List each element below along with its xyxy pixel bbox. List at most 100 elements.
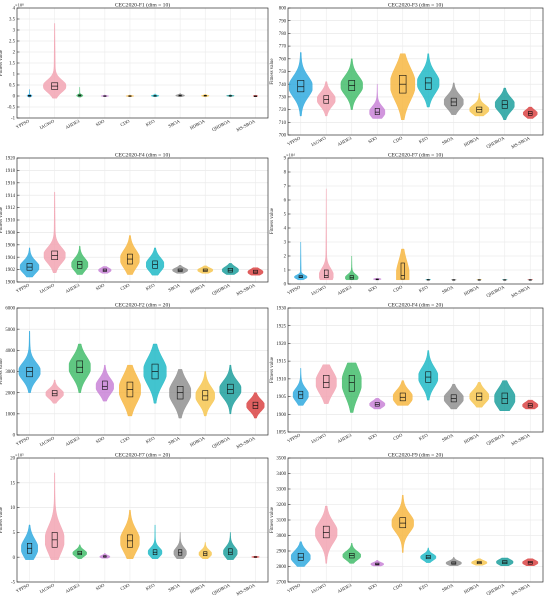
x-tick-label: SDO (367, 582, 378, 591)
violin-MS-SBOA (522, 399, 539, 410)
x-tick-label: MS-SBOA (236, 282, 257, 296)
iqr-box-SDO (374, 108, 380, 115)
x-tick-label: SDO (95, 118, 106, 127)
y-tick-label: 1900 (5, 281, 15, 286)
chart-title: CEC2020-F4 (dim = 10) (115, 151, 170, 158)
y-tick-label: 1902 (5, 268, 15, 273)
violin-HDBOA (195, 371, 215, 417)
y-tick-label: 760 (279, 57, 287, 62)
x-tick-label: YPPSO (286, 284, 302, 295)
x-tick-label: QHDBOA (486, 284, 506, 298)
y-tick-label: 5000 (5, 328, 15, 333)
y-tick-label: 2000 (5, 391, 15, 396)
iqr-box-AHDE3 (76, 360, 83, 373)
x-tick-label: MS-SBOA (236, 118, 257, 132)
x-tick-label: CDO (392, 135, 404, 144)
x-tick-label: AHDE3 (337, 582, 353, 594)
violin-MS-SBOA (523, 106, 538, 119)
axes-frame (16, 157, 269, 283)
iqr-box-HDBOA (202, 390, 209, 401)
x-tick-label: CDO (392, 432, 404, 441)
violin-YPPSO (21, 524, 38, 560)
y-tick-label: 700 (279, 134, 287, 139)
x-tick-label: AHDE3 (65, 582, 81, 594)
x-tick-label: SBOA (167, 118, 181, 128)
x-tick-label: QHDBOA (486, 582, 506, 596)
axes-frame (16, 7, 269, 119)
x-tick-label: YPPSO (15, 435, 31, 446)
axis-exponent-label: ×10⁵ (15, 452, 24, 457)
x-tick-label: KEO (418, 432, 429, 441)
y-tick-label: 800 (279, 7, 287, 12)
x-tick-label: HDBOA (463, 284, 480, 296)
iqr-box-IAGWO (323, 375, 330, 389)
x-tick-label: SDO (367, 432, 378, 441)
y-tick-label: 4 (13, 7, 16, 12)
iqr-box-YPPSO (297, 553, 304, 561)
x-tick-label: SBOA (167, 435, 181, 445)
violin-IAGWO (315, 364, 337, 404)
y-tick-label: -5 (11, 581, 16, 586)
violin-QHDBOA (494, 380, 516, 411)
chart-panel-7: -5 0 5 10 15 20 CEC2020-F7 (dim = 20) ×10⁵ Fitne… (0, 451, 269, 596)
x-tick-label: KEO (145, 582, 156, 591)
x-tick-label: IAGWO (310, 582, 327, 594)
violin-YPPSO (292, 368, 309, 406)
y-tick-label: 1900 (276, 413, 286, 418)
y-tick-label: 7 (284, 185, 287, 190)
x-tick-label: KEO (418, 135, 429, 144)
violin-YPPSO (294, 241, 308, 280)
y-tick-label: -0.5 (7, 106, 15, 111)
x-tick-label: SBOA (441, 582, 455, 592)
y-tick-label: 3100 (276, 519, 286, 524)
violin-CDO (120, 235, 140, 275)
iqr-box-CDO (399, 517, 407, 529)
y-tick-label: 0 (13, 556, 16, 561)
x-tick-label: QHDBOA (211, 582, 231, 596)
y-tick-label: 1905 (276, 395, 286, 400)
x-tick-label: MS-SBOA (510, 582, 531, 596)
iqr-box-CDO (400, 262, 405, 280)
violin-QHDBOA (223, 532, 238, 560)
iqr-box-IAGWO (51, 390, 58, 397)
violin-YPPSO (18, 331, 41, 393)
axis-exponent-label: ×10⁴ (286, 152, 295, 157)
y-tick-label: 720 (279, 108, 287, 113)
y-tick-label: 0 (284, 283, 287, 288)
iqr-box-QHDBOA (228, 548, 233, 556)
x-tick-label: SBOA (441, 135, 455, 145)
x-tick-label: SDO (95, 435, 106, 444)
y-tick-label: 20 (10, 457, 15, 462)
x-tick-label: QHDBOA (211, 118, 231, 132)
violin-CDO (396, 248, 410, 280)
x-tick-label: MS-SBOA (510, 284, 531, 298)
y-tick-label: 1 (13, 73, 16, 78)
x-tick-label: AHDE3 (65, 282, 81, 294)
violin-YPPSO (290, 541, 311, 567)
violin-AHDE3 (341, 362, 362, 413)
x-tick-label: QHDBOA (486, 432, 506, 446)
y-axis-label: Fitness value (0, 206, 4, 233)
y-axis-label: Fitness value (0, 506, 4, 533)
violin-QHDBOA (221, 263, 239, 275)
y-tick-label: 730 (279, 96, 287, 101)
y-tick-label: 6 (284, 199, 287, 204)
axes-frame (287, 7, 544, 136)
x-tick-label: YPPSO (15, 582, 31, 593)
violin-HDBOA (469, 382, 490, 408)
y-tick-label: 3000 (5, 370, 15, 375)
x-tick-label: KEO (145, 282, 156, 291)
iqr-box-SDO (102, 380, 108, 390)
y-tick-label: 3000 (276, 534, 286, 539)
chart-panel-6: 1895 1900 1905 1910 1915 1920 1925 1930 CEC2020-… (270, 301, 544, 446)
y-tick-label: 1930 (276, 307, 286, 312)
violin-CDO (391, 495, 414, 553)
violin-AHDE3 (68, 343, 91, 393)
y-tick-label: 3400 (276, 472, 286, 477)
chart-panel-2: 700 710 720 730 740 750 760 770 780 790 800 CEC2020… (270, 1, 544, 149)
y-tick-label: 5 (13, 531, 16, 536)
x-tick-label: SDO (95, 282, 106, 291)
y-axis-label: Fitness value (270, 356, 275, 383)
violin-IAGWO (315, 505, 338, 564)
y-axis-label: Fitness value (270, 58, 275, 85)
